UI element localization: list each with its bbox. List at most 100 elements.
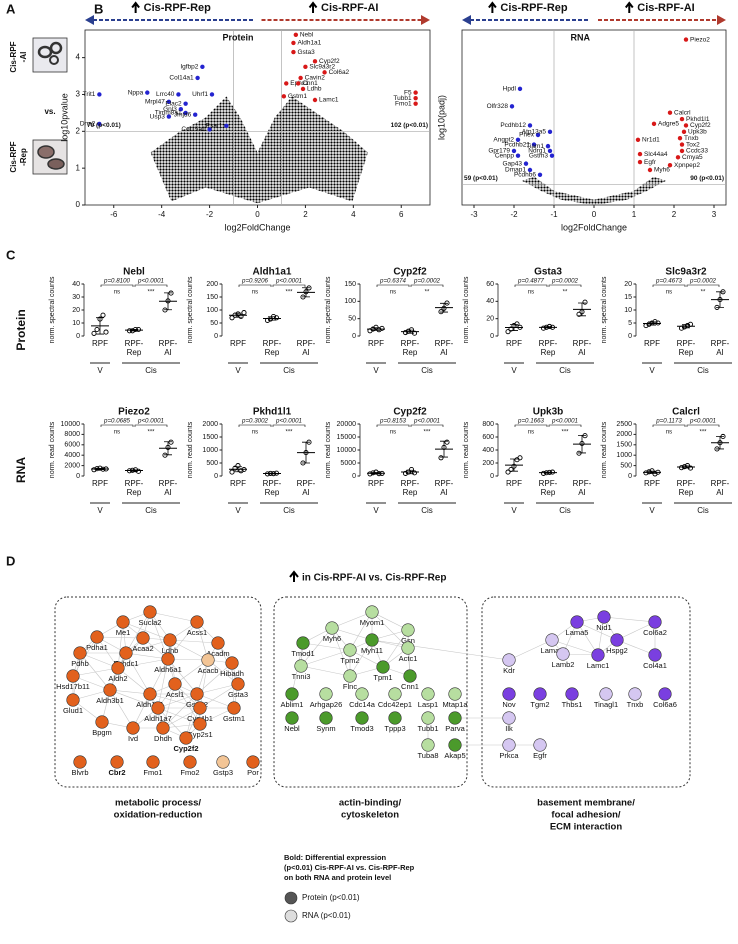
edge <box>382 629 409 668</box>
node <box>216 755 230 769</box>
y-axis-label: log10(padj) <box>436 95 446 140</box>
point-label: Usp3 <box>150 113 166 120</box>
edge <box>162 707 201 729</box>
point-label: Tox2 <box>686 141 700 148</box>
y-tick-label: 20000 <box>337 421 357 428</box>
y-tick-label: 30 <box>72 294 80 301</box>
y-tick-label: 10000 <box>61 421 81 428</box>
significance: ** <box>701 290 706 296</box>
node <box>545 633 559 647</box>
edge <box>125 652 151 695</box>
node-label: Ivd <box>128 734 138 743</box>
y-tick-label: 50 <box>210 320 218 327</box>
x-tick-label: RPF- <box>435 339 454 348</box>
y-tick-label: 0 <box>628 333 632 340</box>
cluster-box <box>54 596 262 788</box>
p-value: p=0.9206 <box>241 278 269 285</box>
group-label: V <box>235 366 241 375</box>
point <box>545 143 551 149</box>
edge <box>125 652 169 660</box>
significance: *** <box>285 290 293 296</box>
node <box>296 636 310 650</box>
significance: *** <box>147 430 155 436</box>
edge <box>157 707 201 725</box>
y-tick-label: 0 <box>76 473 80 480</box>
plot-title: Cyp2f2 <box>393 267 427 278</box>
error-bar <box>682 324 690 329</box>
edge <box>96 636 144 639</box>
node-label: Aldh1a1 <box>136 700 164 709</box>
point <box>166 114 172 119</box>
point-label: Uhrf1 <box>192 91 208 98</box>
edge <box>162 693 198 729</box>
point-label: Cavin2 <box>305 75 326 82</box>
node <box>448 711 462 725</box>
point <box>103 329 109 335</box>
point <box>444 439 450 445</box>
point-label: Timm8a1 <box>155 110 182 117</box>
point-label: Aldh1a1 <box>297 40 321 47</box>
edge <box>196 662 233 695</box>
node <box>421 738 435 752</box>
node <box>570 615 584 629</box>
node-label: Pdha1 <box>86 643 108 652</box>
point <box>178 107 184 112</box>
node <box>126 721 140 735</box>
x-tick-label: RPF- <box>297 339 316 348</box>
x-tick-label: RPF- <box>125 479 144 488</box>
plot-title: Calcrl <box>672 407 700 418</box>
point <box>527 167 533 173</box>
node <box>533 738 547 752</box>
node-label: Synm <box>316 724 335 733</box>
legend-swatch <box>284 909 298 923</box>
edge <box>109 689 134 729</box>
x-tick-label: -4 <box>158 210 166 219</box>
p-value: p=0.1663 <box>517 418 545 425</box>
node <box>95 715 109 729</box>
x-tick-label: RPF <box>368 339 384 348</box>
x-tick-label: AI <box>164 348 172 357</box>
bracket <box>376 424 410 427</box>
node <box>502 653 516 667</box>
node-label: Tgm2 <box>530 700 549 709</box>
point-label: Slc9a3r2 <box>309 64 335 71</box>
node-label: Nid1 <box>596 623 611 632</box>
node-label: Myom1 <box>360 618 385 627</box>
point-label: Dmap1 <box>505 167 526 174</box>
y-tick-label: 800 <box>482 421 494 428</box>
point <box>683 37 689 42</box>
group-label: Cis <box>421 366 433 375</box>
node-label: Glud1 <box>63 706 83 715</box>
group-label: Cis <box>145 366 157 375</box>
point <box>209 92 215 97</box>
edge <box>117 621 124 669</box>
y-tick-label: 150 <box>344 281 356 288</box>
group-label: Cis <box>697 506 709 515</box>
y-tick-label: 6000 <box>64 442 80 449</box>
point <box>679 116 685 122</box>
panel-label: D <box>6 553 15 568</box>
plot-title: Aldh1a1 <box>253 267 292 278</box>
y-tick-label: 20 <box>624 281 632 288</box>
node <box>648 615 662 629</box>
arrow-head <box>421 15 430 25</box>
panel-label: C <box>6 247 16 262</box>
point <box>303 64 308 70</box>
y-axis-label: norm. read counts <box>601 421 608 478</box>
node-label: Tubb1 <box>418 724 439 733</box>
y-tick-label: 4000 <box>64 452 80 459</box>
node-label: Arhgap26 <box>310 700 343 709</box>
legend-note: on both RNA and protein level <box>284 873 391 882</box>
edge <box>349 611 373 651</box>
bracket <box>410 284 444 287</box>
x-tick-label: -2 <box>510 210 518 219</box>
node-label: Lama3 <box>541 646 564 655</box>
x-tick-label: 2 <box>672 210 677 219</box>
x-tick-label: RPF- <box>401 479 420 488</box>
p-value: p<0.0001 <box>137 278 164 285</box>
point-label: Piezo2 <box>690 36 710 43</box>
p-value: p=0.0002 <box>413 278 441 285</box>
error-bar <box>682 465 690 469</box>
point-cloud <box>150 96 368 204</box>
edge <box>157 693 198 709</box>
